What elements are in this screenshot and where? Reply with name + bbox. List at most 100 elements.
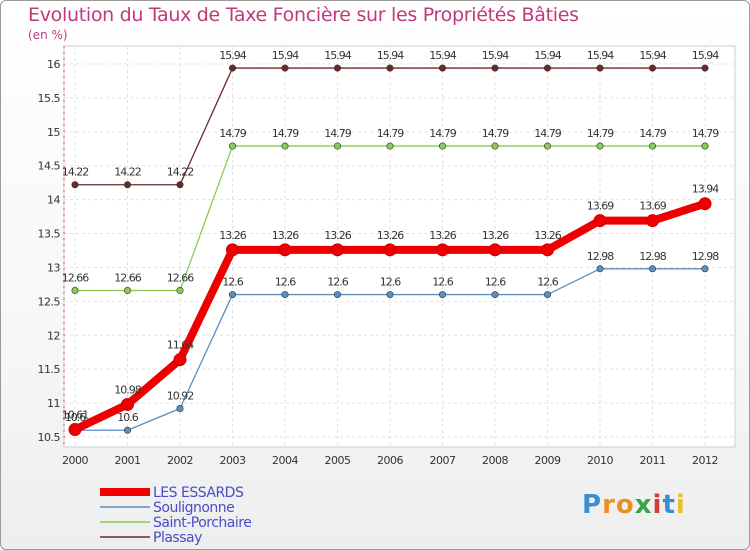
- data-label: 14.79: [429, 127, 456, 140]
- data-point: [229, 291, 237, 299]
- data-label: 11.64: [167, 339, 194, 352]
- data-label: 12.6: [327, 276, 348, 289]
- chart-subtitle: (en %): [28, 28, 68, 42]
- data-label: 12.6: [222, 276, 243, 289]
- data-label: 10.98: [114, 383, 141, 396]
- data-point: [648, 64, 656, 72]
- data-label: 13.94: [692, 183, 719, 196]
- x-tick-label: 2009: [535, 454, 561, 467]
- data-label: 14.22: [62, 166, 89, 179]
- data-point: [226, 243, 239, 257]
- data-label: 12.98: [692, 250, 719, 263]
- data-point: [491, 291, 499, 299]
- data-label: 12.6: [537, 276, 558, 289]
- data-point: [331, 243, 344, 257]
- data-point: [124, 426, 132, 434]
- chart-title: Evolution du Taux de Taxe Foncière sur l…: [28, 4, 579, 26]
- data-point: [68, 423, 82, 437]
- data-point: [596, 142, 604, 150]
- data-label: 15.94: [534, 49, 561, 62]
- data-point: [593, 214, 607, 228]
- data-label: 10.92: [167, 390, 194, 403]
- y-tick-label: 13.5: [38, 228, 61, 241]
- data-point: [333, 64, 341, 72]
- data-point: [121, 397, 134, 411]
- data-point: [176, 181, 184, 189]
- data-label: 13.26: [324, 229, 351, 242]
- data-point: [71, 181, 79, 189]
- data-point: [281, 291, 289, 299]
- data-point: [386, 142, 394, 150]
- data-point: [281, 142, 289, 150]
- data-label: 10.6: [65, 411, 86, 424]
- data-label: 15.94: [272, 49, 299, 62]
- data-point: [333, 142, 341, 150]
- data-point: [278, 243, 292, 257]
- x-tick-label: 2000: [62, 454, 88, 467]
- data-point: [491, 64, 499, 72]
- data-label: 12.66: [114, 272, 141, 285]
- data-label: 15.94: [324, 49, 351, 62]
- data-label: 10.6: [117, 411, 138, 424]
- data-point: [596, 64, 604, 72]
- proxiti-logo: Proxiti: [582, 490, 686, 520]
- data-point: [173, 353, 187, 367]
- data-point: [229, 142, 237, 150]
- y-tick-label: 10.5: [38, 431, 61, 444]
- data-point: [438, 142, 446, 150]
- data-label: 12.98: [587, 250, 614, 263]
- data-label: 15.94: [639, 49, 666, 62]
- data-label: 13.26: [482, 229, 509, 242]
- data-label: 12.6: [275, 276, 296, 289]
- y-tick-label: 14.5: [38, 160, 61, 173]
- x-tick-label: 2002: [167, 454, 193, 467]
- data-point: [386, 291, 394, 299]
- y-tick-label: 12.5: [38, 295, 61, 308]
- y-tick-label: 15.5: [38, 92, 61, 105]
- data-label: 14.79: [587, 127, 614, 140]
- data-point: [541, 243, 554, 257]
- data-label: 10.61: [62, 409, 89, 422]
- data-label: 12.6: [432, 276, 453, 289]
- data-point: [333, 291, 341, 299]
- y-tick-label: 12: [47, 329, 60, 342]
- data-label: 12.6: [485, 276, 506, 289]
- data-point: [438, 291, 446, 299]
- x-tick-label: 2012: [692, 454, 718, 467]
- data-label: 15.94: [429, 49, 456, 62]
- legend-label: Saint-Porchaire: [153, 515, 251, 531]
- legend-label: LES ESSARDS: [153, 485, 244, 501]
- data-label: 15.94: [377, 49, 404, 62]
- data-label: 14.79: [272, 127, 299, 140]
- data-label: 14.22: [114, 166, 141, 179]
- data-label: 14.79: [692, 127, 719, 140]
- data-point: [281, 64, 289, 72]
- data-label: 12.98: [639, 250, 666, 263]
- data-point: [124, 181, 132, 189]
- y-tick-label: 15: [47, 126, 60, 139]
- data-point: [701, 265, 709, 273]
- data-label: 15.94: [219, 49, 246, 62]
- data-point: [596, 265, 604, 273]
- y-tick-label: 14: [47, 194, 60, 207]
- data-point: [543, 291, 551, 299]
- x-tick-label: 2011: [640, 454, 666, 467]
- legend-label: Soulignonne: [153, 500, 234, 516]
- data-label: 13.26: [219, 229, 246, 242]
- data-point: [176, 405, 184, 413]
- x-tick-label: 2008: [482, 454, 508, 467]
- data-label: 14.79: [324, 127, 351, 140]
- data-label: 14.79: [377, 127, 404, 140]
- x-tick-label: 2004: [272, 454, 298, 467]
- y-tick-label: 11.5: [38, 363, 61, 376]
- data-point: [229, 64, 237, 72]
- data-point: [543, 142, 551, 150]
- data-label: 15.94: [692, 49, 719, 62]
- data-label: 13.69: [639, 200, 666, 213]
- data-label: 14.22: [167, 166, 194, 179]
- x-tick-label: 2006: [377, 454, 403, 467]
- data-label: 14.79: [482, 127, 509, 140]
- legend-label: Plassay: [153, 530, 202, 546]
- y-tick-label: 11: [47, 397, 60, 410]
- data-point: [436, 243, 449, 257]
